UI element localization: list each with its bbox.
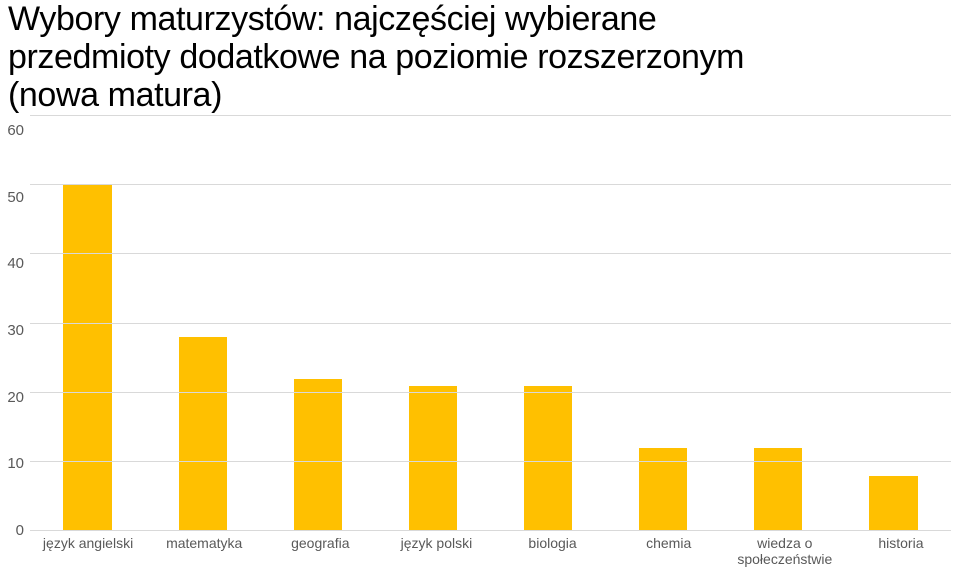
plot-area — [30, 116, 951, 531]
grid — [30, 116, 951, 531]
chart-root: Wybory maturzystów: najczęściej wybieran… — [0, 0, 959, 567]
gridline — [30, 253, 951, 254]
y-tick-label: 0 — [0, 523, 24, 538]
x-tick-label: biologia — [495, 535, 611, 567]
gridline — [30, 392, 951, 393]
x-axis-labels: język angielskimatematykageografiajęzyk … — [30, 531, 959, 567]
bar — [409, 386, 457, 531]
x-tick-label: język angielski — [30, 535, 146, 567]
chart-area: 6050403020100 — [0, 116, 959, 531]
y-tick-label: 60 — [0, 123, 24, 138]
x-tick-label: matematyka — [146, 535, 262, 567]
x-tick-label: wiedza ospołeczeństwie — [727, 535, 843, 567]
y-tick-label: 20 — [0, 390, 24, 405]
bar — [63, 185, 111, 530]
bar — [524, 386, 572, 531]
x-tick-label: chemia — [611, 535, 727, 567]
gridline — [30, 461, 951, 462]
x-axis: język angielskimatematykageografiajęzyk … — [0, 531, 959, 567]
y-tick-label: 10 — [0, 456, 24, 471]
x-tick-label: geografia — [262, 535, 378, 567]
gridline — [30, 115, 951, 116]
chart-title-line-3: (nowa matura) — [8, 76, 951, 114]
x-tick-label: język polski — [378, 535, 494, 567]
x-tick-label: historia — [843, 535, 959, 567]
chart-title-line-1: Wybory maturzystów: najczęściej wybieran… — [8, 0, 951, 38]
y-tick-label: 40 — [0, 256, 24, 271]
chart-title-line-2: przedmioty dodatkowe na poziomie rozszer… — [8, 38, 951, 76]
y-tick-label: 50 — [0, 190, 24, 205]
gridline — [30, 530, 951, 531]
bar — [294, 379, 342, 531]
gridline — [30, 323, 951, 324]
chart-title: Wybory maturzystów: najczęściej wybieran… — [0, 0, 959, 116]
y-axis-labels: 6050403020100 — [0, 116, 30, 531]
gridline — [30, 184, 951, 185]
bar — [869, 476, 917, 531]
y-tick-label: 30 — [0, 323, 24, 338]
bar — [179, 337, 227, 530]
